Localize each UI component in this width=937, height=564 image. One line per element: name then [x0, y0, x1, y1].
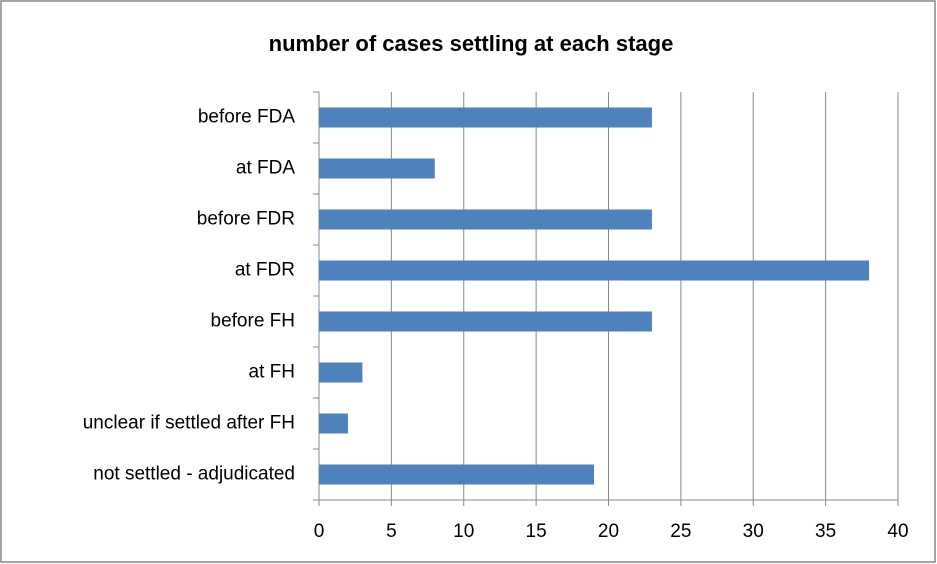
x-tick-label: 30	[743, 521, 764, 542]
x-tick-label: 10	[453, 521, 474, 542]
bar	[319, 362, 363, 383]
x-tick-label: 35	[815, 521, 836, 542]
y-tick-label: before FH	[211, 311, 295, 332]
bar	[319, 209, 652, 230]
bar	[319, 260, 870, 281]
bar	[319, 158, 435, 179]
bar	[319, 464, 595, 485]
x-tick-label: 20	[598, 521, 619, 542]
x-tick-label: 0	[314, 521, 325, 542]
y-tick-label: at FDR	[235, 260, 295, 281]
chart-title: number of cases settling at each stage	[269, 31, 674, 56]
x-tick-label: 40	[887, 521, 908, 542]
y-tick-label: at FH	[249, 362, 295, 383]
y-tick-label: before FDA	[198, 107, 295, 128]
y-tick-label: before FDR	[197, 209, 295, 230]
x-tick-label: 25	[670, 521, 691, 542]
bar	[319, 107, 652, 128]
y-tick-label: unclear if settled after FH	[83, 413, 295, 434]
bar	[319, 413, 348, 434]
bar	[319, 311, 652, 332]
x-tick-label: 15	[526, 521, 547, 542]
x-tick-label: 5	[386, 521, 397, 542]
y-tick-label: not settled - adjudicated	[93, 464, 295, 485]
y-tick-label: at FDA	[236, 158, 295, 179]
